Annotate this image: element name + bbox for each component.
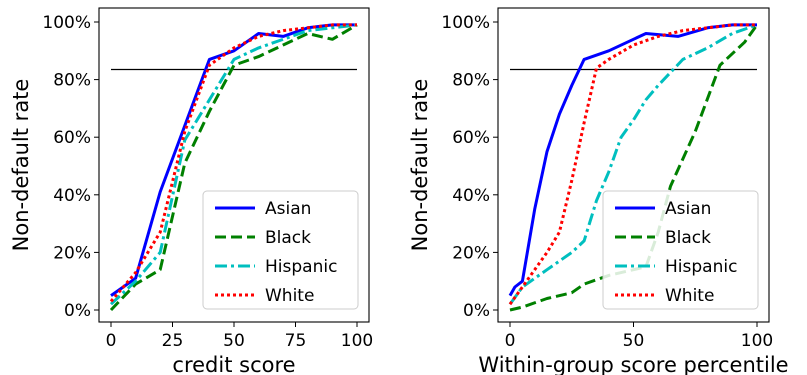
- y-axis-title: Non-default rate: [408, 79, 432, 252]
- series-line-black: [509, 24, 759, 312]
- legend-label-black: Black: [665, 228, 711, 248]
- legend-label-hispanic: Hispanic: [665, 257, 737, 277]
- x-axis-title: Within-group score percentile: [478, 353, 788, 375]
- y-tick-label: 60%: [53, 128, 91, 148]
- x-tick-label: 50: [223, 331, 245, 351]
- y-tick-label: 60%: [452, 128, 490, 148]
- x-tick-label: 100: [341, 331, 373, 351]
- y-tick-label: 20%: [452, 243, 490, 263]
- series-line-black: [109, 23, 358, 312]
- x-tick-label: 0: [505, 331, 516, 351]
- y-tick-label: 80%: [452, 71, 490, 91]
- x-tick-label: 75: [285, 331, 307, 351]
- y-tick-label: 20%: [53, 243, 91, 263]
- legend-label-white: White: [665, 286, 714, 306]
- series-line-asian: [110, 23, 357, 297]
- y-axis-title: Non-default rate: [9, 79, 33, 252]
- y-tick-label: 40%: [452, 186, 490, 206]
- y-tick-label: 100%: [42, 13, 91, 33]
- legend-box: [202, 190, 359, 310]
- x-tick-label: 25: [162, 331, 184, 351]
- x-tick-label: 50: [623, 331, 645, 351]
- legend-label-asian: Asian: [265, 199, 311, 219]
- x-tick-label: 100: [741, 331, 773, 351]
- series-line-white: [109, 23, 357, 303]
- y-tick-label: 40%: [53, 186, 91, 206]
- y-tick-label: 100%: [441, 13, 490, 33]
- y-tick-label: 80%: [53, 71, 91, 91]
- y-tick-label: 0%: [64, 301, 91, 321]
- series-line-asian: [508, 23, 757, 297]
- y-tick-label: 0%: [463, 301, 490, 321]
- x-tick-label: 0: [106, 331, 117, 351]
- legend-label-hispanic: Hispanic: [265, 257, 337, 277]
- series-line-hispanic: [508, 23, 758, 306]
- legend-label-asian: Asian: [665, 199, 711, 219]
- series-line-white: [508, 23, 757, 306]
- legend-box: [602, 190, 759, 310]
- x-axis-title: credit score: [172, 353, 295, 375]
- legend-label-white: White: [265, 286, 314, 306]
- series-line-hispanic: [109, 23, 358, 306]
- left-chart-panel: 0% 20% 40% 60% 80% 100% 0 25 50 75 100 credit score…: [9, 7, 373, 375]
- legend-label-black: Black: [265, 228, 311, 248]
